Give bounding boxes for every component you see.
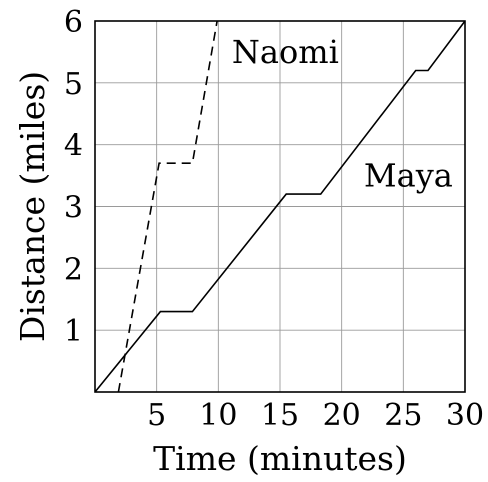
x-tick-label: 15 [261,398,299,433]
y-tick-label: 4 [64,129,83,164]
y-tick-labels: 1 2 3 4 5 6 [64,5,83,349]
x-tick-label: 10 [199,398,237,433]
y-tick-label: 2 [64,252,83,287]
x-tick-label: 20 [323,398,361,433]
y-tick-label: 1 [64,314,83,349]
series-labels: Maya Naomi [232,33,453,195]
x-tick-label: 30 [446,398,484,433]
series-line-naomi [117,20,218,393]
y-axis-label: Distance (miles) [13,71,52,342]
y-tick-label: 6 [64,5,83,40]
series-label-maya: Maya [364,157,453,195]
plot-frame [94,20,466,393]
y-tick-label: 5 [64,67,83,102]
x-tick-labels: 5 10 15 20 25 30 [147,398,484,433]
grid [95,20,466,392]
series-line-maya [94,20,466,393]
x-axis-label: Time (minutes) [153,439,407,478]
x-tick-label: 25 [384,398,422,433]
y-tick-label: 3 [64,191,83,226]
series-lines [94,20,466,393]
x-tick-label: 5 [147,398,166,433]
series-label-naomi: Naomi [232,33,339,71]
